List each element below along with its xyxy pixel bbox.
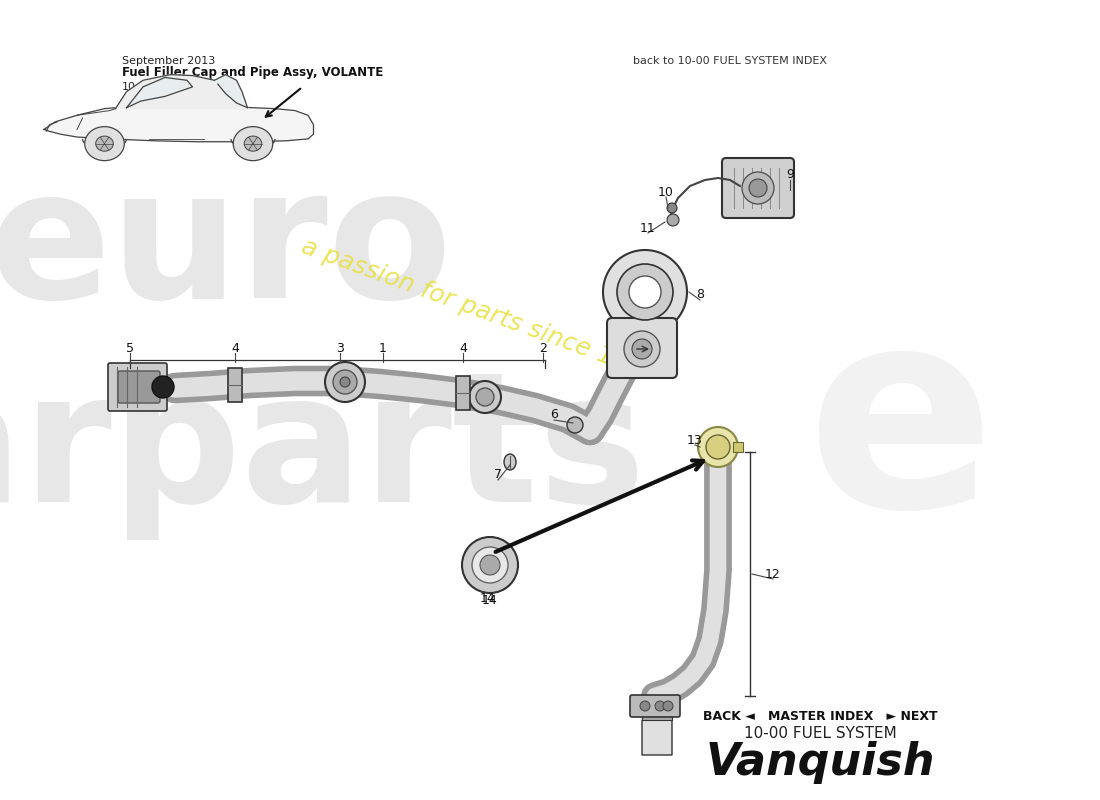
Circle shape <box>742 172 774 204</box>
Circle shape <box>472 547 508 583</box>
Text: BACK ◄   MASTER INDEX   ► NEXT: BACK ◄ MASTER INDEX ► NEXT <box>703 710 937 722</box>
Text: 5: 5 <box>126 342 134 354</box>
Circle shape <box>706 435 730 459</box>
Text: 9: 9 <box>786 169 794 182</box>
FancyBboxPatch shape <box>722 158 794 218</box>
Circle shape <box>244 136 262 151</box>
Bar <box>228 368 242 402</box>
FancyBboxPatch shape <box>118 371 160 403</box>
Text: Fuel Filler Cap and Pipe Assy, VOLANTE: Fuel Filler Cap and Pipe Assy, VOLANTE <box>122 66 383 79</box>
Text: 1: 1 <box>379 342 387 354</box>
Circle shape <box>480 555 501 575</box>
Text: 2: 2 <box>539 342 547 354</box>
Text: euro
carparts: euro carparts <box>0 160 646 540</box>
Polygon shape <box>116 74 248 109</box>
Circle shape <box>667 203 676 213</box>
Bar <box>642 714 672 720</box>
Text: 3: 3 <box>337 342 344 354</box>
Text: e: e <box>806 295 994 565</box>
Text: 10: 10 <box>658 186 674 198</box>
Text: back to 10-00 FUEL SYSTEM INDEX: back to 10-00 FUEL SYSTEM INDEX <box>632 56 827 66</box>
Text: 7: 7 <box>494 469 502 482</box>
Circle shape <box>640 701 650 711</box>
Text: 12: 12 <box>766 567 781 581</box>
Text: 8: 8 <box>696 289 704 302</box>
Ellipse shape <box>504 454 516 470</box>
Circle shape <box>617 264 673 320</box>
FancyBboxPatch shape <box>108 363 167 411</box>
FancyBboxPatch shape <box>630 695 680 717</box>
Circle shape <box>654 701 666 711</box>
Circle shape <box>152 376 174 398</box>
Text: Vanquish: Vanquish <box>705 741 935 783</box>
Circle shape <box>698 427 738 467</box>
Text: 10-0103-02: 10-0103-02 <box>122 82 186 92</box>
Text: 13: 13 <box>688 434 703 446</box>
Polygon shape <box>44 105 313 142</box>
Circle shape <box>566 417 583 433</box>
Text: 4: 4 <box>231 342 239 354</box>
Circle shape <box>624 331 660 367</box>
Text: 11: 11 <box>640 222 656 234</box>
Text: 10-00 FUEL SYSTEM: 10-00 FUEL SYSTEM <box>744 726 896 741</box>
Circle shape <box>667 214 679 226</box>
Circle shape <box>85 126 124 161</box>
Text: 4: 4 <box>459 342 466 354</box>
Circle shape <box>96 136 113 151</box>
FancyBboxPatch shape <box>642 720 672 755</box>
Text: 14: 14 <box>482 594 498 606</box>
Circle shape <box>663 701 673 711</box>
Circle shape <box>324 362 365 402</box>
Circle shape <box>333 370 358 394</box>
Circle shape <box>603 250 688 334</box>
Polygon shape <box>214 74 248 108</box>
Circle shape <box>469 381 500 413</box>
Bar <box>733 442 742 452</box>
Circle shape <box>629 276 661 308</box>
Circle shape <box>340 377 350 387</box>
Text: September 2013: September 2013 <box>122 56 216 66</box>
Circle shape <box>632 339 652 359</box>
FancyBboxPatch shape <box>607 318 676 378</box>
Text: 14: 14 <box>480 591 496 605</box>
Bar <box>456 376 470 410</box>
Text: a passion for parts since 1985: a passion for parts since 1985 <box>298 234 661 386</box>
Text: 6: 6 <box>550 409 558 422</box>
Polygon shape <box>126 78 192 108</box>
Circle shape <box>462 537 518 593</box>
Circle shape <box>749 179 767 197</box>
Circle shape <box>233 126 273 161</box>
Circle shape <box>476 388 494 406</box>
